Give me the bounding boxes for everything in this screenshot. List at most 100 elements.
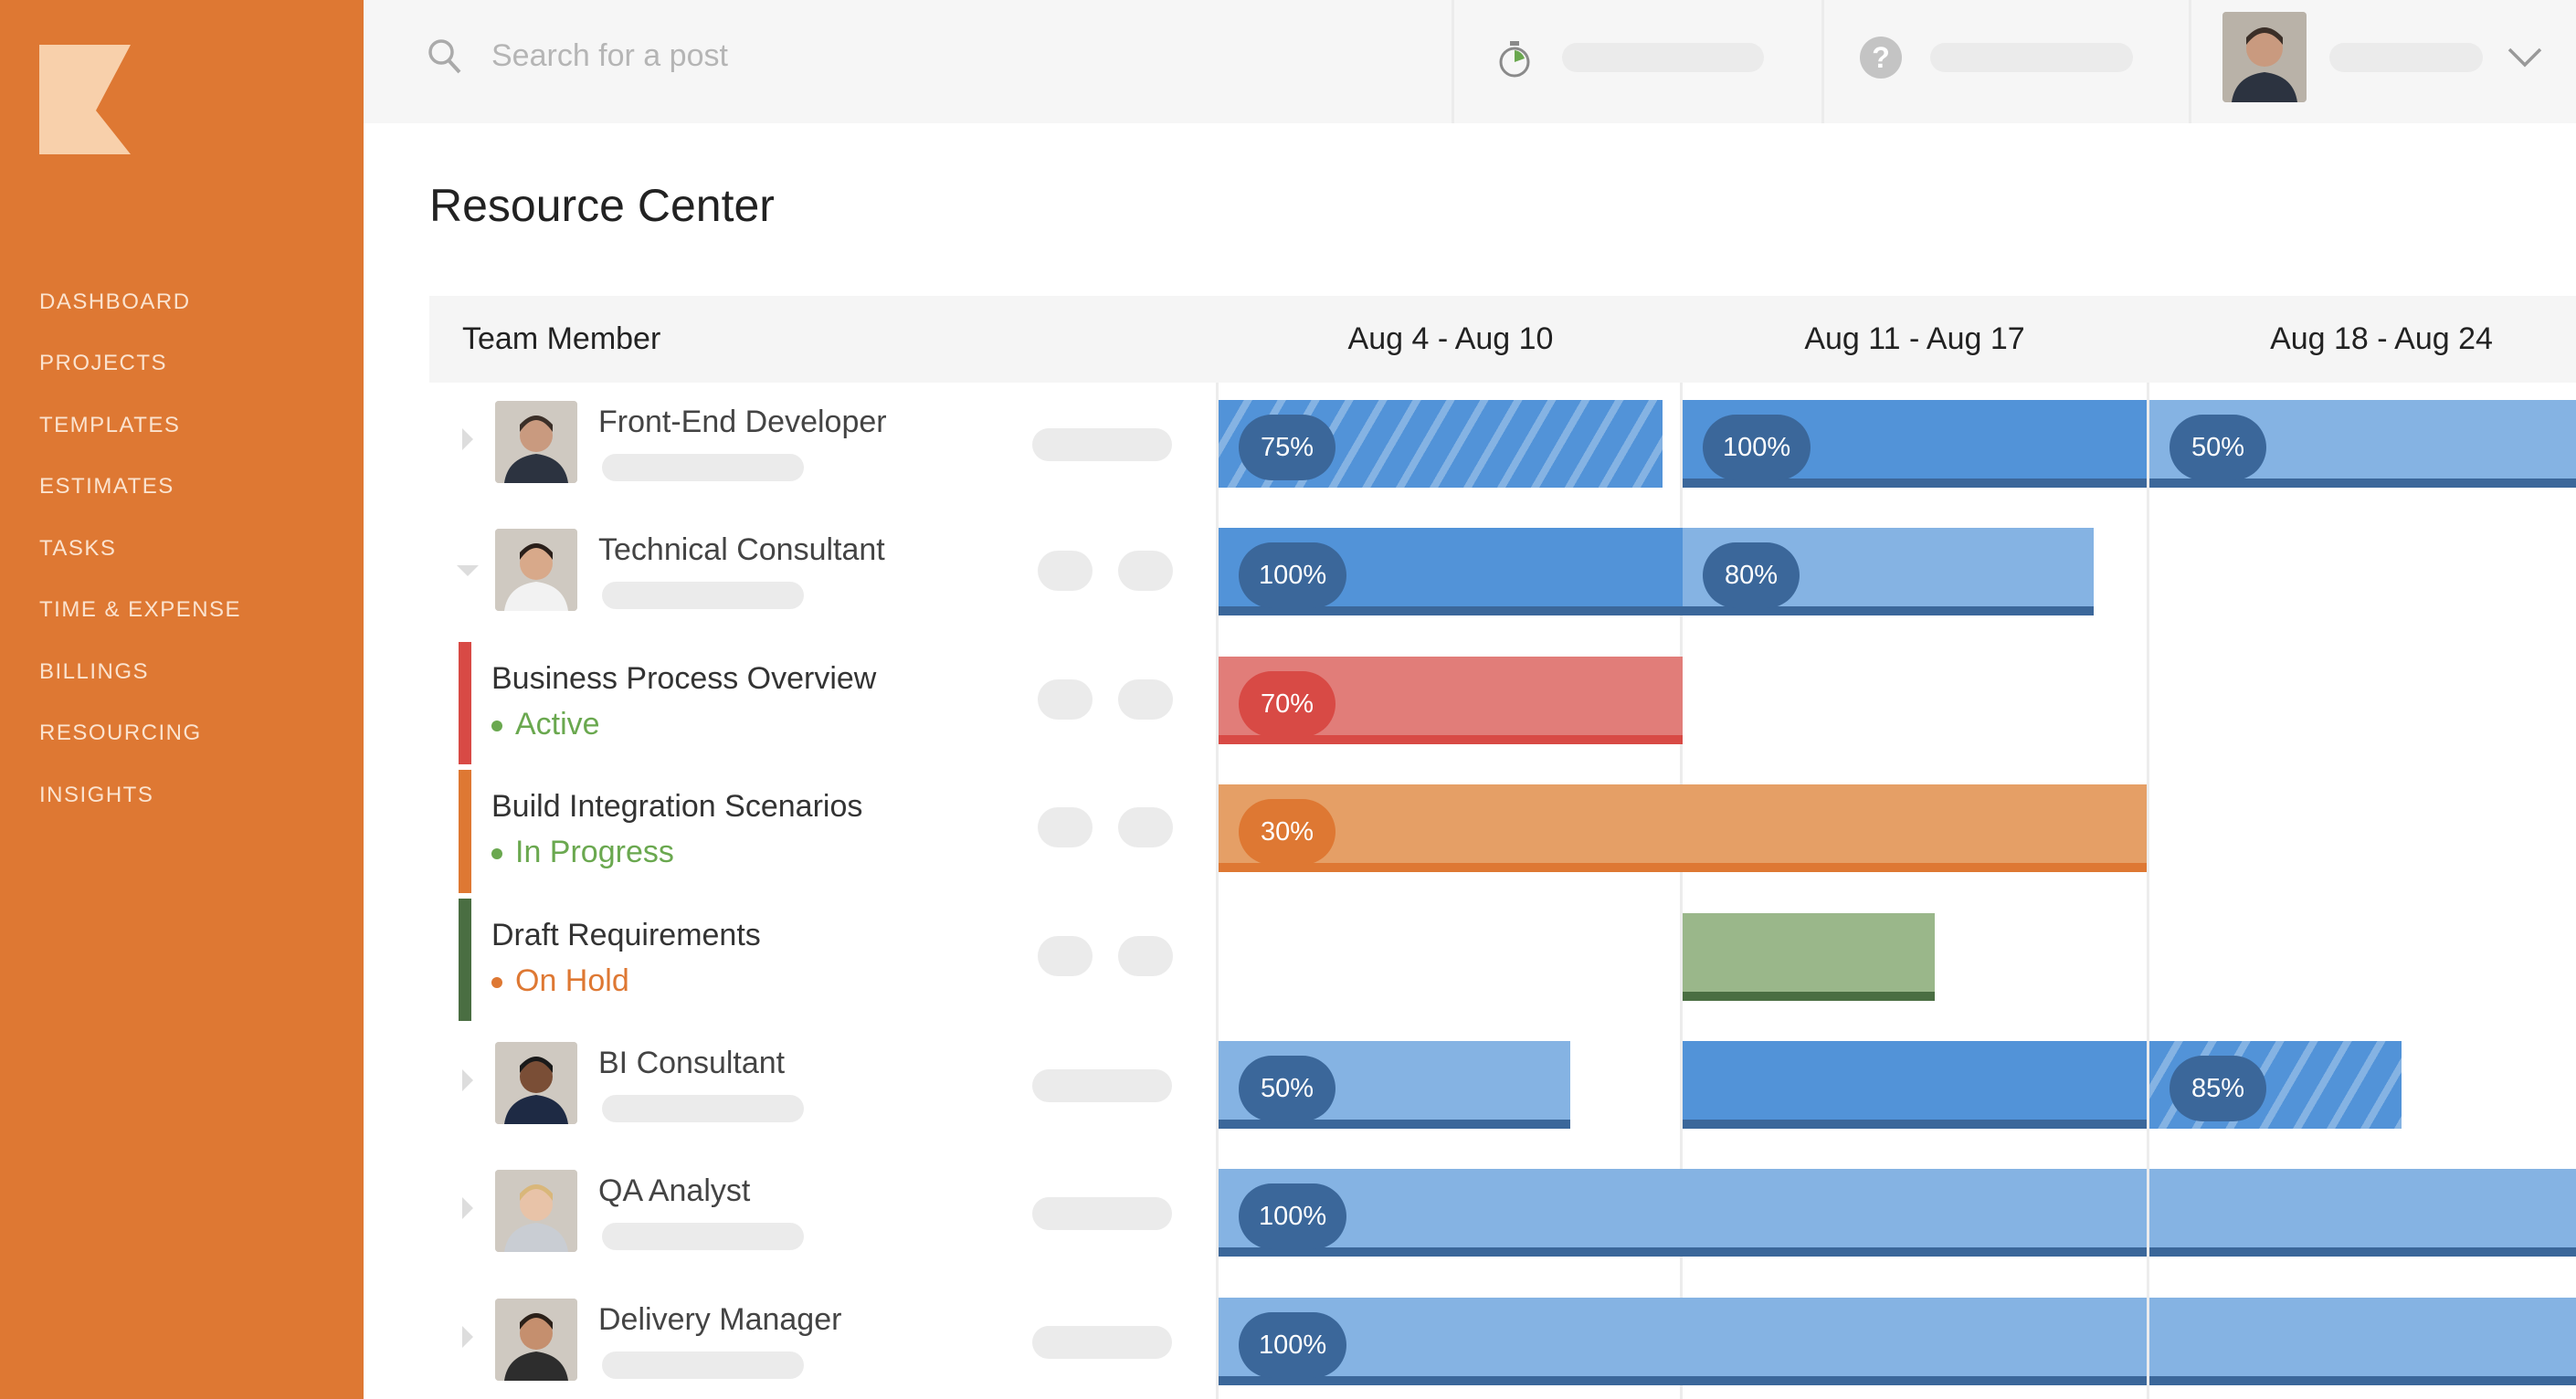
status-dot	[491, 848, 502, 860]
sidebar-item-time-expense[interactable]: TIME & EXPENSE	[39, 597, 242, 622]
allocation-bar[interactable]: 100%	[1219, 528, 1683, 616]
row-action-placeholder[interactable]	[1118, 935, 1173, 976]
status-text: In Progress	[515, 835, 674, 870]
search-icon[interactable]	[427, 37, 463, 76]
member-name[interactable]: Technical Consultant	[598, 532, 885, 568]
allocation-bar[interactable]: 70%	[1219, 656, 1683, 744]
status-text: On Hold	[515, 962, 629, 998]
sidebar-item-templates[interactable]: TEMPLATES	[39, 413, 181, 437]
allocation-bar[interactable]: 50%	[2149, 400, 2576, 488]
allocation-bar[interactable]: 100%	[1219, 1297, 1683, 1385]
allocation-bar[interactable]: 30%	[1219, 784, 1683, 873]
row-action-placeholder[interactable]	[1032, 428, 1172, 461]
sidebar-item-dashboard[interactable]: DASHBOARD	[39, 289, 191, 314]
status-text: Active	[515, 706, 600, 742]
row-action-placeholder[interactable]	[1038, 807, 1093, 848]
team-member-header: Team Member	[462, 321, 661, 356]
allocation-badge: 50%	[2170, 415, 2266, 480]
collapse-chevron-icon[interactable]	[457, 565, 479, 577]
expand-chevron-icon[interactable]	[462, 1069, 473, 1091]
allocation-bar[interactable]: 100%	[1683, 400, 2147, 488]
allocation-bar[interactable]	[1683, 912, 1935, 1001]
allocation-bar[interactable]	[1683, 1041, 2147, 1129]
stopwatch-icon[interactable]	[1496, 38, 1533, 80]
task-name[interactable]: Business Process Overview	[491, 660, 877, 696]
member-avatar	[495, 401, 577, 483]
allocation-bar[interactable]	[2149, 1297, 2576, 1385]
status-label: On Hold	[491, 963, 629, 999]
timer-placeholder	[1562, 43, 1764, 72]
logo[interactable]	[39, 45, 132, 154]
allocation-bar[interactable]: 50%	[1219, 1041, 1570, 1129]
member-subtitle-placeholder	[602, 454, 804, 481]
member-avatar	[495, 1170, 577, 1253]
column-divider	[2147, 383, 2149, 1399]
task-accent-bar	[459, 770, 471, 893]
task-accent-bar	[459, 641, 471, 765]
week-header: Aug 11 - Aug 17	[1804, 321, 2025, 356]
sidebar-item-billings[interactable]: BILLINGS	[39, 659, 150, 684]
row-action-placeholder[interactable]	[1118, 678, 1173, 720]
allocation-badge: 100%	[1239, 1183, 1347, 1250]
member-name[interactable]: Front-End Developer	[598, 405, 887, 439]
status-dot	[491, 976, 502, 988]
task-accent-bar	[459, 898, 471, 1021]
member-name[interactable]: BI Consultant	[598, 1046, 786, 1080]
row-action-placeholder[interactable]	[1038, 551, 1093, 592]
divider	[1452, 0, 1454, 123]
sidebar: DASHBOARD PROJECTS TEMPLATES ESTIMATES TASKS…	[0, 0, 364, 1399]
allocation-badge: 70%	[1239, 670, 1336, 737]
allocation-bar[interactable]	[2149, 1169, 2576, 1257]
allocation-badge: 100%	[1239, 1311, 1347, 1378]
allocation-badge: 75%	[1239, 415, 1336, 480]
row-action-placeholder[interactable]	[1118, 551, 1173, 592]
row-action-placeholder[interactable]	[1032, 1325, 1172, 1359]
allocation-bar[interactable]: 75%	[1219, 400, 1663, 488]
sidebar-item-tasks[interactable]: TASKS	[39, 536, 117, 561]
table-header: Team Member Aug 4 - Aug 10 Aug 11 - Aug 1…	[429, 296, 2576, 383]
row-action-placeholder[interactable]	[1032, 1197, 1172, 1231]
status-label: In Progress	[491, 835, 674, 870]
row-action-placeholder[interactable]	[1032, 1069, 1172, 1102]
allocation-badge: 100%	[1703, 415, 1811, 480]
help-placeholder	[1930, 43, 2133, 72]
divider	[2189, 0, 2191, 123]
member-avatar	[495, 1042, 577, 1124]
member-name[interactable]: QA Analyst	[598, 1173, 751, 1209]
sidebar-item-projects[interactable]: PROJECTS	[39, 351, 168, 375]
week-header: Aug 18 - Aug 24	[2270, 321, 2493, 356]
member-subtitle-placeholder	[602, 1351, 804, 1379]
allocation-bar[interactable]	[1683, 784, 2147, 873]
allocation-bar[interactable]	[1683, 1297, 2147, 1385]
row-action-placeholder[interactable]	[1038, 935, 1093, 976]
row-action-placeholder[interactable]	[1038, 678, 1093, 720]
member-name[interactable]: Delivery Manager	[598, 1301, 842, 1337]
task-name[interactable]: Draft Requirements	[491, 917, 761, 952]
expand-chevron-icon[interactable]	[462, 1325, 473, 1348]
member-subtitle-placeholder	[602, 1095, 804, 1122]
expand-chevron-icon[interactable]	[462, 428, 473, 450]
allocation-bar[interactable]: 80%	[1683, 528, 2094, 616]
allocation-badge: 50%	[1239, 1056, 1336, 1121]
column-divider	[1680, 383, 1683, 1399]
week-header: Aug 4 - Aug 10	[1347, 321, 1554, 356]
allocation-bar[interactable]: 85%	[2149, 1041, 2402, 1129]
user-avatar[interactable]	[2222, 12, 2307, 102]
member-subtitle-placeholder	[602, 582, 804, 610]
member-subtitle-placeholder	[602, 1223, 804, 1251]
search-input[interactable]	[491, 33, 1405, 79]
row-action-placeholder[interactable]	[1118, 807, 1173, 848]
member-avatar	[495, 529, 577, 612]
allocation-bar[interactable]: 100%	[1219, 1169, 1683, 1257]
sidebar-item-estimates[interactable]: ESTIMATES	[39, 474, 174, 499]
chevron-down-icon[interactable]	[2507, 46, 2543, 69]
expand-chevron-icon[interactable]	[462, 1197, 473, 1220]
help-icon[interactable]	[1860, 37, 1902, 79]
page-title: Resource Center	[429, 180, 775, 231]
user-name-placeholder	[2329, 43, 2483, 72]
divider	[1821, 0, 1824, 123]
sidebar-item-resourcing[interactable]: RESOURCING	[39, 721, 202, 745]
sidebar-item-insights[interactable]: INSIGHTS	[39, 783, 154, 807]
allocation-bar[interactable]	[1683, 1169, 2147, 1257]
task-name[interactable]: Build Integration Scenarios	[491, 789, 863, 825]
